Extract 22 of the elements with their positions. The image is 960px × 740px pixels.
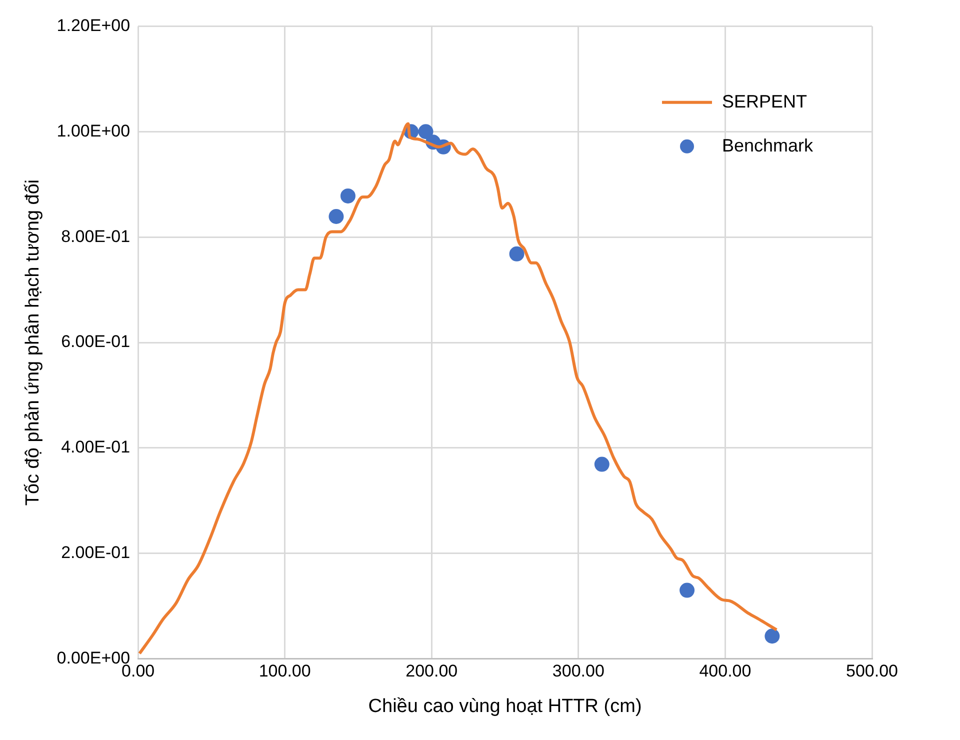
point <box>680 582 695 598</box>
legend-label: SERPENT <box>722 91 808 112</box>
point <box>509 246 524 262</box>
point <box>594 456 610 472</box>
y-axis-title: Tốc độ phản ứng phân hạch tương đối <box>22 179 44 506</box>
y-tick-label: 1.20E+00 <box>56 16 130 35</box>
y-tick-label: 2.00E-01 <box>61 543 130 562</box>
x-tick-label: 100.00 <box>258 662 311 681</box>
point <box>340 188 356 204</box>
point <box>328 209 344 224</box>
x-tick-label: 400.00 <box>699 662 752 681</box>
legend-label: Benchmark <box>722 135 814 156</box>
x-tick-label: 500.00 <box>846 662 898 681</box>
point <box>418 124 434 140</box>
x-tick-label: 200.00 <box>406 662 458 681</box>
y-tick-label: 6.00E-01 <box>61 332 130 352</box>
y-tick-label: 8.00E-01 <box>61 226 130 246</box>
y-tick-label: 4.00E-01 <box>61 438 130 457</box>
y-tick-label: 1.00E+00 <box>56 121 130 140</box>
x-axis-title: Chiều cao vùng hoạt HTTR (cm) <box>368 696 642 717</box>
x-tick-label: 300.00 <box>552 662 604 681</box>
point <box>764 628 780 644</box>
